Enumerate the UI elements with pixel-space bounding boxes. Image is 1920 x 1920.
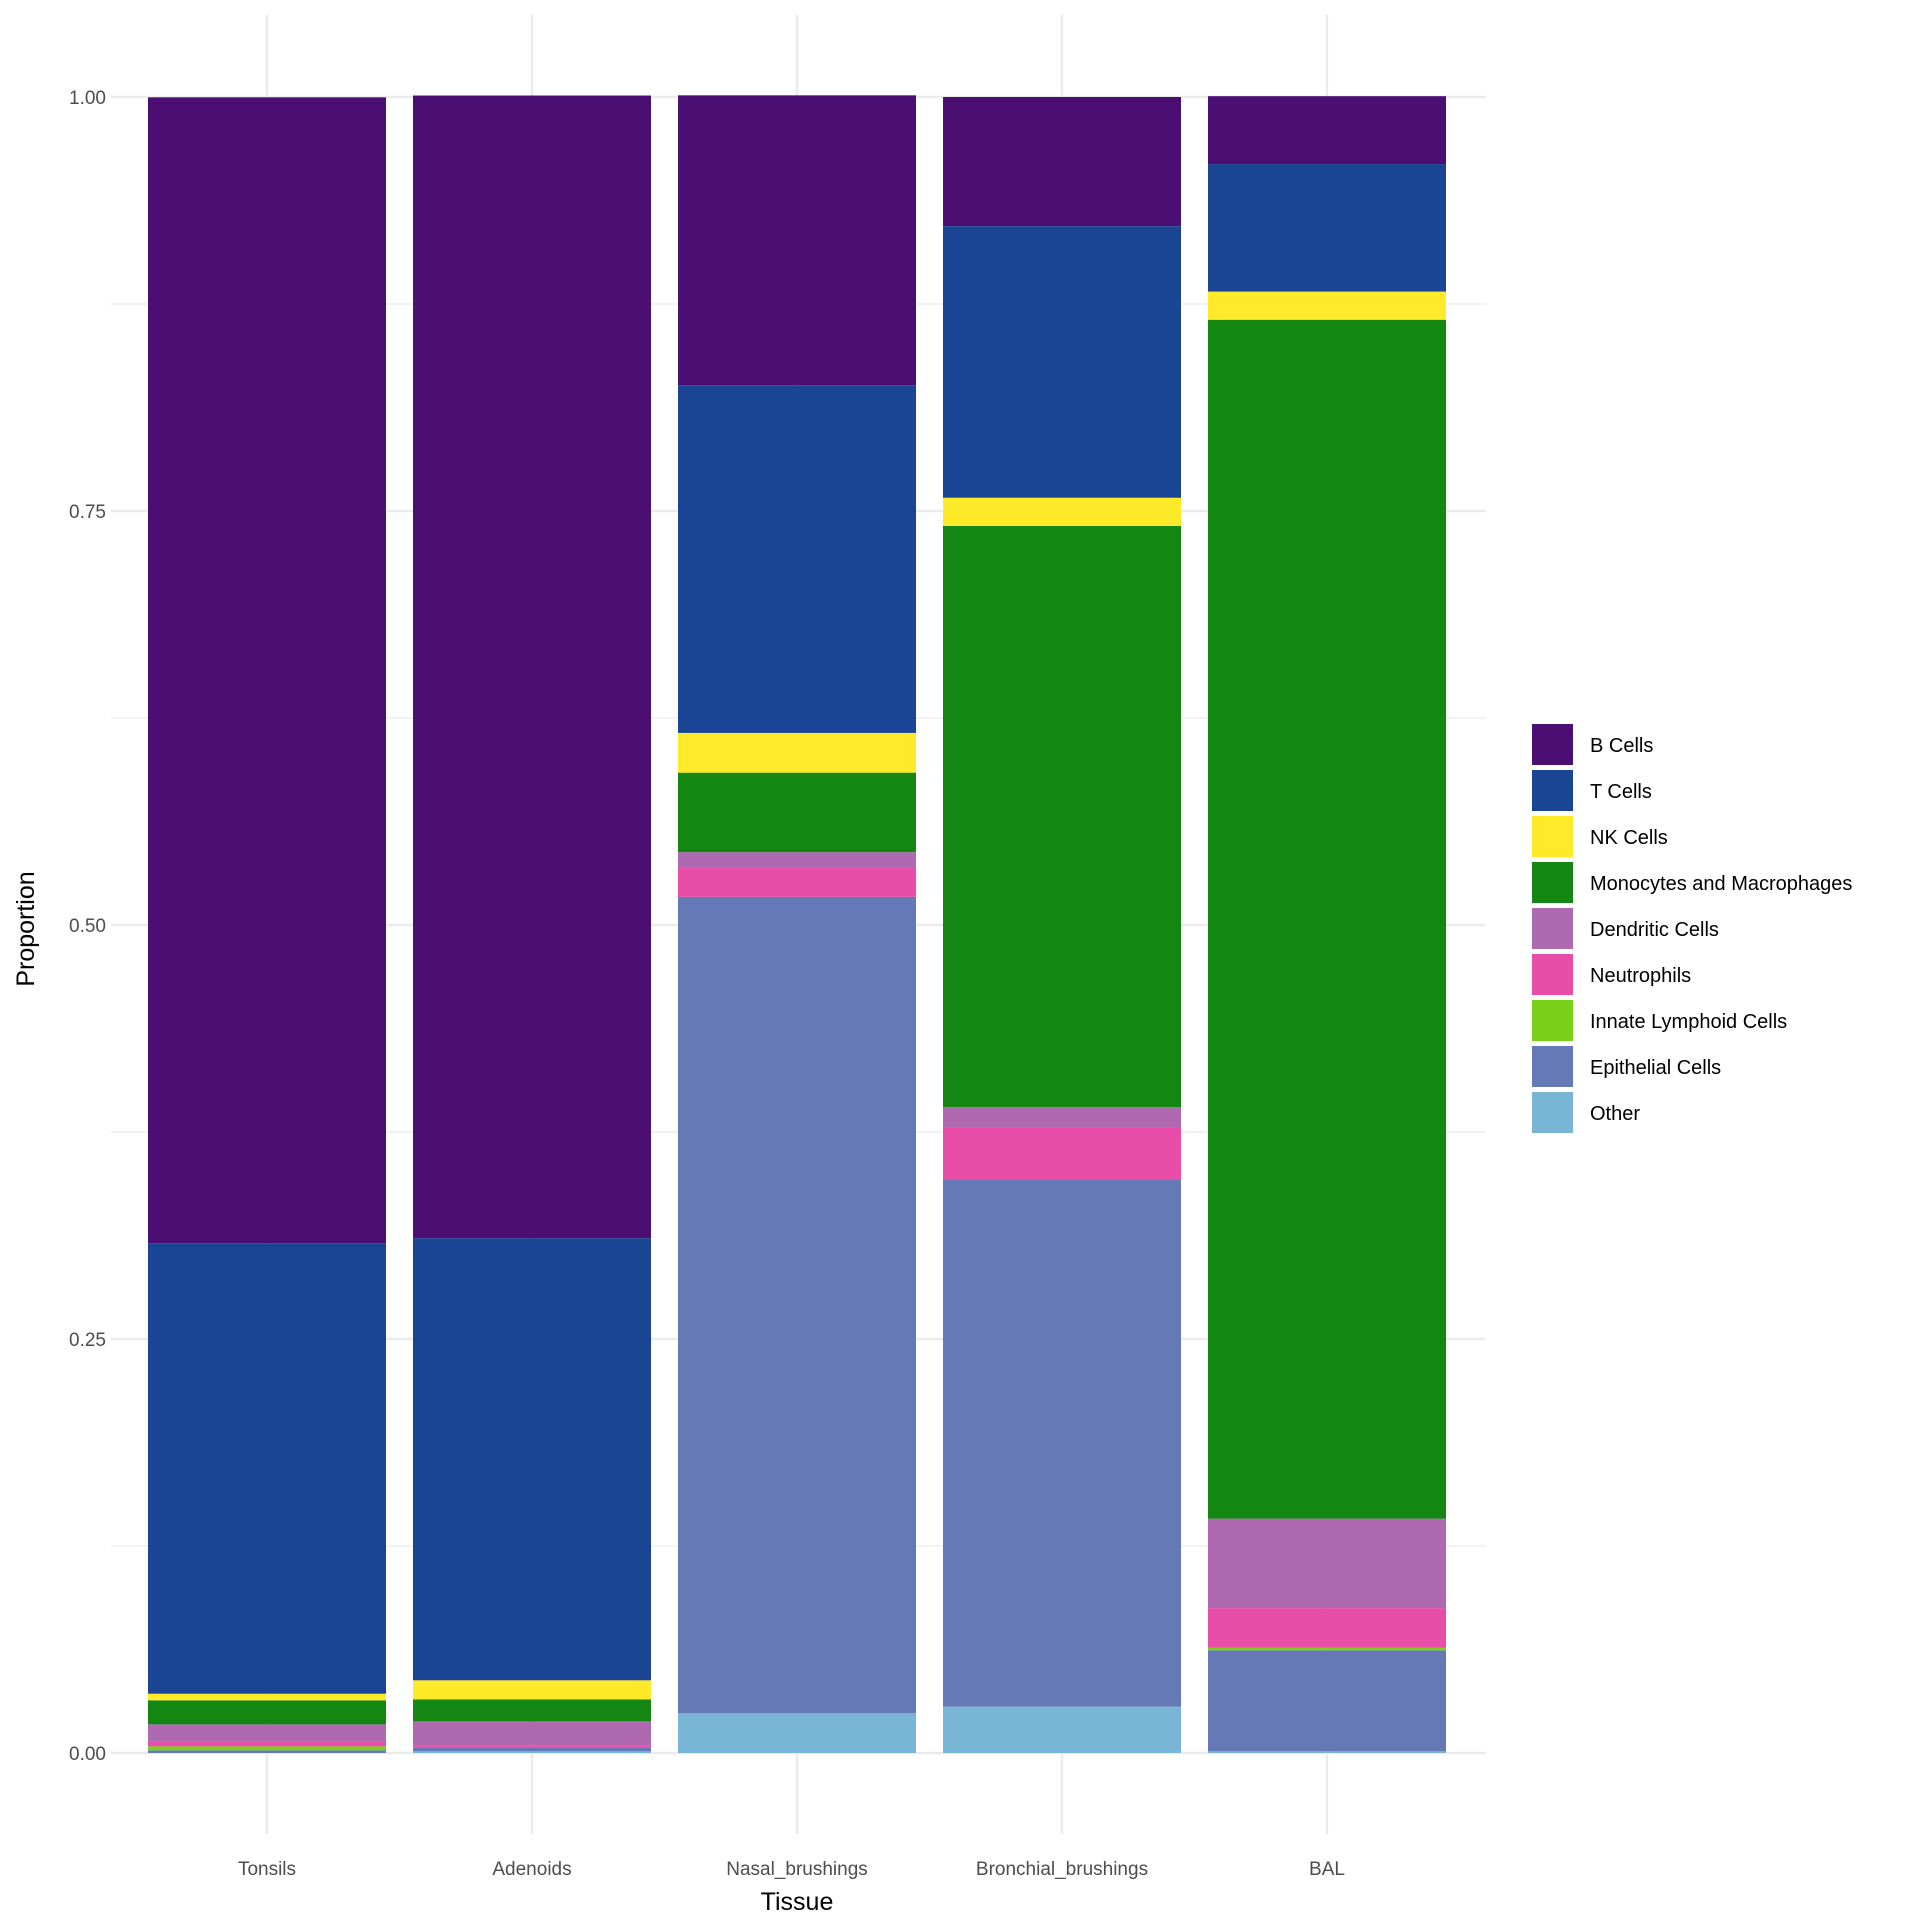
bar-segment-epithelial-cells [148, 1750, 386, 1753]
legend-label: Neutrophils [1590, 965, 1691, 987]
bar-segment-nk-cells [678, 732, 916, 773]
legend-key [1532, 862, 1573, 903]
bar-stack-tonsils [148, 97, 386, 1753]
x-tick-label: Bronchial_brushings [976, 1859, 1148, 1880]
bar-segment-other [943, 1706, 1181, 1753]
bar-segment-neutrophils [678, 867, 916, 897]
legend-item: T Cells [1532, 770, 1652, 811]
bar-segment-b-cells [943, 97, 1181, 227]
bar-segment-monocytes-and-macrophages [148, 1700, 386, 1725]
x-tick-label: Adenoids [492, 1859, 571, 1880]
bar-segment-nk-cells [148, 1693, 386, 1701]
bar-segment-other [413, 1751, 651, 1753]
y-tick-label: 0.00 [69, 1744, 106, 1765]
legend: B Cells T Cells NK Cells Monocytes and Macr… [1532, 724, 1852, 1133]
bar-segment-nk-cells [943, 497, 1181, 526]
bar-segment-dendritic-cells [1208, 1518, 1446, 1609]
bar-stack-bronchial_brushings [943, 97, 1181, 1753]
legend-label: T Cells [1590, 781, 1652, 803]
y-tick-label: 0.75 [69, 502, 106, 523]
bar-segment-monocytes-and-macrophages [1208, 319, 1446, 1519]
bar-segment-other [678, 1713, 916, 1753]
legend-key [1532, 954, 1573, 995]
y-tick-label: 0.25 [69, 1330, 106, 1351]
bar-segment-t-cells [678, 385, 916, 733]
legend-key [1532, 816, 1573, 857]
x-tick-label: BAL [1309, 1859, 1345, 1880]
bar-segment-dendritic-cells [678, 852, 916, 868]
bar-segment-innate-lymphoid-cells [148, 1746, 386, 1751]
legend-key [1532, 1000, 1573, 1041]
bar-segment-nk-cells [413, 1680, 651, 1700]
legend-key [1532, 1092, 1573, 1133]
bars [148, 95, 1446, 1753]
bar-segment-b-cells [678, 95, 916, 386]
bar-segment-neutrophils [943, 1127, 1181, 1181]
y-tick-label: 1.00 [69, 88, 106, 109]
bar-stack-nasal_brushings [678, 95, 916, 1753]
x-axis-ticks: Tonsils Adenoids Nasal_brushings Bronchial_… [238, 1859, 1345, 1880]
legend-item: Neutrophils [1532, 954, 1691, 995]
legend-label: Epithelial Cells [1590, 1057, 1721, 1079]
bar-segment-b-cells [413, 95, 651, 1239]
legend-label: NK Cells [1590, 827, 1668, 849]
bar-segment-dendritic-cells [148, 1724, 386, 1742]
bar-segment-epithelial-cells [413, 1747, 651, 1752]
bar-segment-b-cells [1208, 96, 1446, 165]
legend-label: B Cells [1590, 735, 1653, 757]
bar-segment-monocytes-and-macrophages [413, 1699, 651, 1722]
bar-segment-epithelial-cells [678, 896, 916, 1714]
legend-label: Dendritic Cells [1590, 919, 1719, 941]
legend-item: Other [1532, 1092, 1640, 1133]
bar-segment-epithelial-cells [943, 1180, 1181, 1707]
legend-item: B Cells [1532, 724, 1653, 765]
x-tick-label: Tonsils [238, 1859, 296, 1880]
bar-segment-nk-cells [1208, 291, 1446, 320]
bar-segment-monocytes-and-macrophages [943, 525, 1181, 1108]
x-tick-label: Nasal_brushings [726, 1859, 868, 1880]
legend-label: Monocytes and Macrophages [1590, 873, 1852, 895]
y-axis-title: Proportion [12, 871, 40, 986]
bar-segment-b-cells [148, 97, 386, 1244]
bar-segment-t-cells [413, 1238, 651, 1681]
legend-item: Dendritic Cells [1532, 908, 1719, 949]
bar-segment-t-cells [943, 226, 1181, 498]
bar-segment-t-cells [148, 1243, 386, 1694]
legend-label: Innate Lymphoid Cells [1590, 1011, 1787, 1033]
bar-segment-monocytes-and-macrophages [678, 772, 916, 853]
legend-key [1532, 908, 1573, 949]
bar-stack-adenoids [413, 95, 651, 1753]
bar-stack-bal [1208, 96, 1446, 1753]
legend-key [1532, 724, 1573, 765]
bar-segment-neutrophils [413, 1745, 651, 1748]
legend-key [1532, 770, 1573, 811]
legend-item: Epithelial Cells [1532, 1046, 1721, 1087]
bar-segment-dendritic-cells [943, 1107, 1181, 1128]
y-axis-ticks: 0.00 0.25 0.50 0.75 1.00 [69, 88, 106, 1765]
legend-label: Other [1590, 1103, 1640, 1125]
x-axis-title: Tissue [761, 1888, 834, 1916]
legend-key [1532, 1046, 1573, 1087]
bar-segment-t-cells [1208, 164, 1446, 292]
legend-item: Innate Lymphoid Cells [1532, 1000, 1787, 1041]
bar-segment-dendritic-cells [413, 1721, 651, 1746]
legend-item: Monocytes and Macrophages [1532, 862, 1852, 903]
legend-item: NK Cells [1532, 816, 1668, 857]
bar-segment-epithelial-cells [1208, 1650, 1446, 1752]
bar-segment-innate-lymphoid-cells [1208, 1647, 1446, 1651]
y-tick-label: 0.50 [69, 916, 106, 937]
bar-segment-other [1208, 1751, 1446, 1753]
bar-segment-neutrophils [148, 1741, 386, 1747]
bar-segment-neutrophils [1208, 1608, 1446, 1648]
